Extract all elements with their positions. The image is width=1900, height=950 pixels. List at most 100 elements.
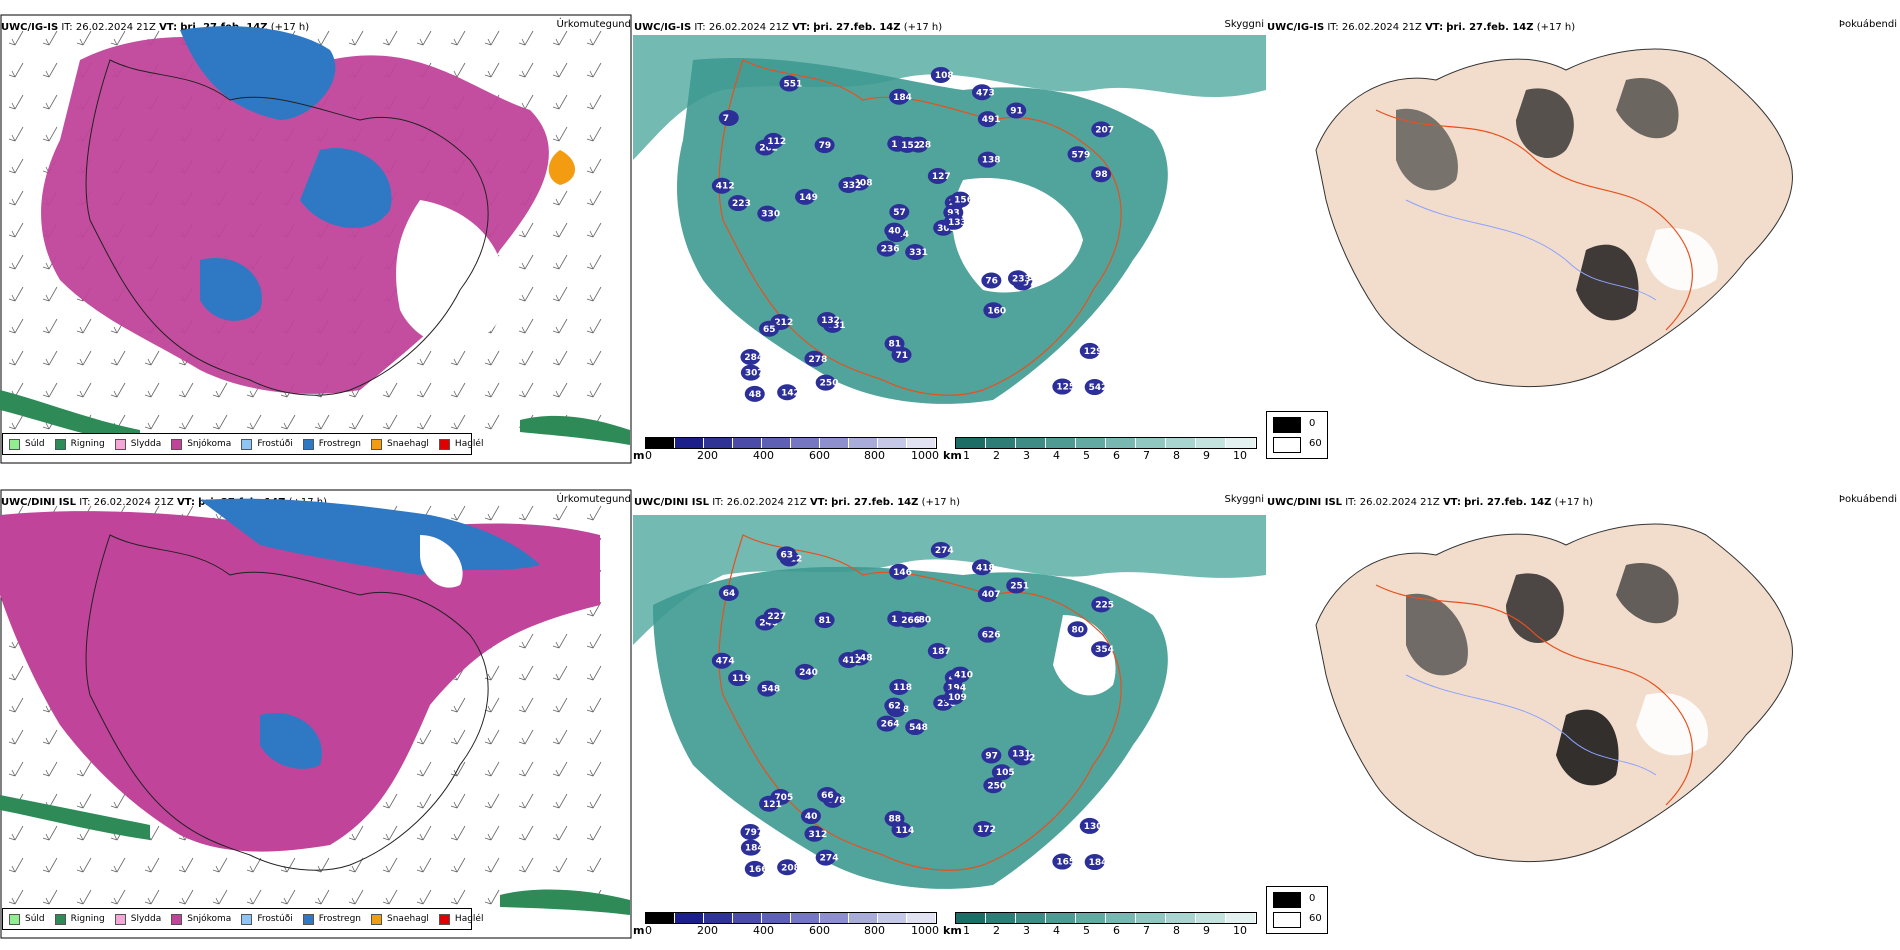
- wind-barb-icon: [42, 382, 58, 398]
- peak-label: 308: [854, 179, 873, 189]
- peak-label: 266: [901, 616, 920, 626]
- wind-barb-icon: [586, 158, 602, 174]
- wind-barb-icon: [42, 30, 58, 46]
- wind-barb-icon: [416, 350, 432, 366]
- wind-barb-icon: [586, 254, 602, 270]
- peak-label: 207: [1095, 125, 1114, 135]
- peak-marker: [1007, 745, 1028, 762]
- legend-item: Haglél: [438, 438, 483, 450]
- visibility-tick: 1: [963, 449, 970, 462]
- legend-item: Snjókoma: [171, 913, 231, 925]
- peak-marker: [889, 563, 910, 580]
- peak-label: 62: [888, 702, 901, 712]
- peak-label: 227: [767, 612, 786, 622]
- wind-barb-icon: [586, 505, 602, 521]
- visibility-unit: km: [943, 449, 962, 462]
- wind-barb-icon: [518, 761, 534, 777]
- peak-marker: [815, 849, 836, 866]
- wind-barb-icon: [552, 793, 568, 809]
- fog-map: [1315, 48, 1793, 388]
- peak-label: 88: [889, 815, 902, 825]
- wind-barb-icon: [8, 254, 24, 270]
- legend-item: Rigning: [54, 438, 105, 450]
- peak-marker: [889, 678, 910, 695]
- wind-barb-icon: [518, 254, 534, 270]
- wind-barb-icon: [484, 889, 500, 905]
- wind-barb-icon: [518, 665, 534, 681]
- wind-barb-icon: [76, 857, 92, 873]
- peak-label: 582: [1017, 753, 1036, 763]
- wind-barb-icon: [76, 30, 92, 46]
- wind-barb-icon: [8, 350, 24, 366]
- wind-barb-icon: [484, 729, 500, 745]
- precip-type-legend: Súld Rigning Slydda Snjókoma Frostúði Fr…: [2, 433, 483, 455]
- wind-barb-icon: [8, 761, 24, 777]
- peak-marker: [977, 586, 998, 603]
- peak-label: 138: [982, 156, 1001, 166]
- wind-barb-icon: [552, 350, 568, 366]
- peak-label: 108: [935, 71, 954, 81]
- peak-marker: [971, 84, 992, 101]
- wind-barb-icon: [586, 761, 602, 777]
- peak-marker: [740, 364, 761, 381]
- wind-barb-icon: [8, 857, 24, 873]
- height-tick: 800: [864, 449, 885, 462]
- wind-barb-icon: [416, 793, 432, 809]
- peak-label: 142: [781, 388, 800, 398]
- wind-barb-icon: [586, 190, 602, 206]
- fog-legend-label: 60: [1309, 913, 1322, 924]
- peak-marker: [897, 136, 918, 153]
- wind-barb-icon: [76, 889, 92, 905]
- wind-barb-icon: [484, 62, 500, 78]
- visibility-tick: 3: [1023, 449, 1030, 462]
- peak-label: 194: [947, 684, 966, 694]
- wind-barb-icon: [8, 30, 24, 46]
- wind-barb-icon: [586, 318, 602, 334]
- legend-item: Frostregn: [302, 438, 361, 450]
- wind-barb-icon: [42, 350, 58, 366]
- wind-barb-icon: [518, 505, 534, 521]
- peak-marker: [905, 244, 926, 261]
- wind-barb-icon: [144, 350, 160, 366]
- wind-barb-icon: [212, 889, 228, 905]
- peak-label: 114: [896, 826, 915, 836]
- peak-marker: [1006, 577, 1027, 594]
- wind-barb-icon: [586, 793, 602, 809]
- peak-marker: [1091, 121, 1112, 138]
- visibility-panel-1: UWC/IG-IS IT: 26.02.2024 21Z VT: þri. 27…: [633, 0, 1266, 475]
- peak-label: 680: [912, 616, 931, 626]
- peak-marker: [983, 777, 1004, 794]
- visibility-tick: 4: [1053, 449, 1060, 462]
- peak-label: 57: [893, 208, 906, 218]
- precip-map: [0, 14, 632, 464]
- peak-marker: [795, 188, 816, 205]
- peak-label: 80: [1072, 625, 1085, 635]
- peak-marker: [943, 688, 964, 705]
- height-tick: 400: [753, 924, 774, 937]
- wind-barb-icon: [42, 318, 58, 334]
- wind-barb-icon: [416, 889, 432, 905]
- peak-label: 418: [976, 563, 995, 573]
- visibility-tick: 1: [963, 924, 970, 937]
- wind-barb-icon: [382, 30, 398, 46]
- peak-label: 125: [1056, 383, 1075, 393]
- peak-label: 64: [723, 589, 736, 599]
- height-tick: 600: [809, 924, 830, 937]
- wind-barb-icon: [586, 30, 602, 46]
- wind-barb-icon: [586, 729, 602, 745]
- wind-barb-icon: [552, 30, 568, 46]
- peak-label: 474: [716, 657, 735, 667]
- wind-barb-icon: [450, 857, 466, 873]
- wind-barb-icon: [586, 286, 602, 302]
- peak-label: 579: [1072, 150, 1091, 160]
- wind-barb-icon: [8, 126, 24, 142]
- peak-label: 330: [761, 210, 780, 220]
- peak-label: 105: [996, 768, 1015, 778]
- legend-item: Rigning: [54, 913, 105, 925]
- fog-legend-label: 60: [1309, 438, 1322, 449]
- wind-barb-icon: [450, 30, 466, 46]
- wind-barb-icon: [246, 889, 262, 905]
- wind-barb-icon: [212, 857, 228, 873]
- wind-barb-icon: [518, 729, 534, 745]
- wind-barb-icon: [518, 62, 534, 78]
